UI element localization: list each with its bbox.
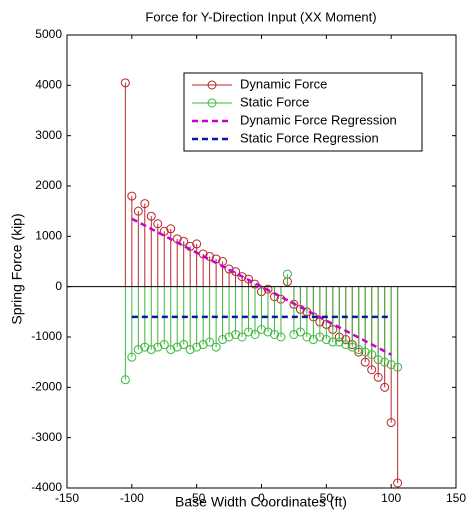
stem-marker [192, 342, 202, 352]
stem-marker [224, 332, 234, 342]
stem-marker [172, 342, 182, 352]
x-tick-label: 50 [320, 491, 334, 505]
y-tick-label: -4000 [31, 480, 62, 494]
stem-marker [237, 272, 247, 282]
y-tick-label: 0 [55, 279, 62, 293]
stem-marker [386, 360, 396, 370]
stem-marker [146, 345, 156, 355]
stem-marker [341, 340, 351, 350]
stem-marker [237, 332, 247, 342]
y-tick-label: -1000 [31, 329, 62, 343]
legend-marker [207, 80, 217, 90]
stem-marker [386, 418, 396, 428]
stem-marker [166, 345, 176, 355]
stem-marker [257, 324, 266, 334]
legend-marker [207, 98, 217, 108]
stem-marker [140, 199, 150, 209]
stem-marker [367, 350, 377, 360]
x-tick-label: -50 [188, 491, 206, 505]
stem-marker [308, 335, 318, 345]
stem-marker [185, 345, 195, 355]
stem-marker [244, 274, 254, 284]
y-tick-label: -2000 [31, 380, 62, 394]
stem-marker [347, 342, 357, 352]
y-tick-label: 3000 [35, 128, 62, 142]
y-tick-label: 2000 [35, 178, 62, 192]
stem-marker [295, 327, 305, 337]
stem-marker [224, 264, 234, 274]
stem-marker [373, 355, 383, 365]
stem-marker [282, 269, 292, 279]
stem-marker [192, 239, 202, 249]
stem-marker [289, 329, 299, 339]
stem-marker [127, 191, 137, 201]
stem-marker [211, 342, 221, 352]
stem-marker [159, 340, 169, 350]
stem-marker [127, 352, 137, 362]
x-tick-label: -150 [55, 491, 79, 505]
stem-marker [231, 329, 241, 339]
stem-marker [393, 362, 403, 372]
stem-marker [373, 372, 383, 382]
stem-marker [263, 327, 273, 337]
stem-marker [269, 329, 279, 339]
y-tick-label: 5000 [35, 27, 62, 41]
stem-marker [244, 327, 254, 337]
stem-marker [120, 78, 130, 88]
legend-label: Static Force [240, 94, 309, 109]
stem-marker [198, 340, 208, 350]
plot-area [67, 78, 456, 488]
stem-marker [380, 382, 390, 392]
x-axis-label: Base Width Coordinates (ft) [175, 494, 347, 510]
stem-marker [146, 211, 156, 221]
stem-marker [153, 342, 163, 352]
stem-marker [120, 375, 130, 385]
legend-label: Dynamic Force [240, 76, 327, 91]
stem-marker [360, 347, 370, 357]
stem-marker [276, 332, 286, 342]
stem-marker [133, 206, 143, 216]
stem-marker [179, 340, 189, 350]
stem-marker [354, 345, 364, 355]
stem-marker [179, 236, 189, 246]
stem-marker [334, 337, 344, 347]
x-tick-label: 100 [381, 491, 401, 505]
stem-marker [367, 365, 377, 375]
y-tick-label: -3000 [31, 430, 62, 444]
stem-marker [153, 219, 163, 229]
legend-label: Static Force Regression [240, 130, 379, 145]
x-tick-label: 0 [258, 491, 265, 505]
y-tick-label: 4000 [35, 78, 62, 92]
stem-marker [205, 337, 215, 347]
stem-marker [321, 335, 331, 345]
legend-label: Dynamic Force Regression [240, 112, 397, 127]
y-tick-label: 1000 [35, 229, 62, 243]
stem-marker [315, 332, 325, 342]
stem-marker [133, 345, 143, 355]
x-tick-label: 150 [446, 491, 466, 505]
stem-marker [250, 329, 260, 339]
plot-frame [66, 34, 457, 489]
stem-marker [328, 337, 338, 347]
stem-marker [159, 226, 169, 236]
chart-title: Force for Y-Direction Input (XX Moment) [145, 9, 376, 24]
stem-marker [166, 224, 176, 234]
stem-marker [360, 357, 370, 367]
stem-marker [218, 335, 228, 345]
stem-marker [393, 478, 403, 488]
regression-line [131, 217, 392, 356]
stem-marker [140, 342, 150, 352]
stem-marker [302, 332, 312, 342]
stem-marker [380, 357, 390, 367]
x-tick-label: -100 [120, 491, 144, 505]
y-axis-label: Spring Force (kip) [9, 213, 25, 324]
